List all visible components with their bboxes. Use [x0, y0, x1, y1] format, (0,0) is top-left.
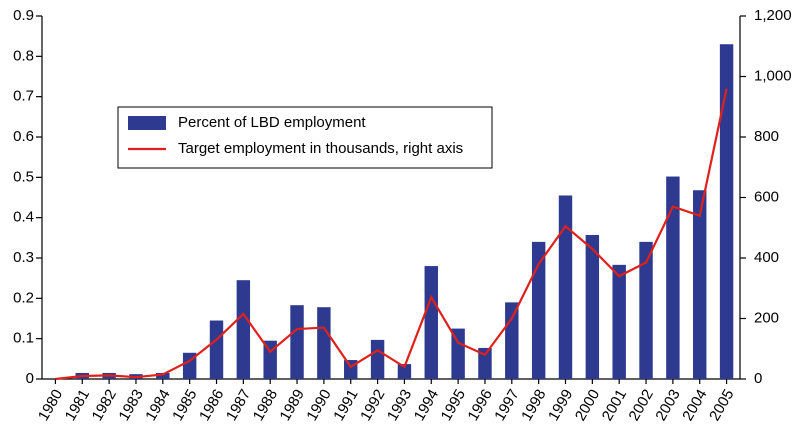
- x-tick-label: 1994: [411, 386, 442, 423]
- x-tick-label: 1989: [277, 386, 308, 423]
- bar: [290, 305, 304, 379]
- y-tick-label: 0.3: [13, 249, 34, 266]
- bar: [317, 307, 331, 379]
- bar: [209, 320, 224, 379]
- x-tick-label: 2004: [679, 386, 710, 423]
- bar: [478, 347, 492, 379]
- y2-tick-label: 400: [754, 249, 779, 266]
- legend-label: Percent of LBD employment: [178, 114, 366, 131]
- x-tick-label: 1981: [62, 386, 93, 423]
- bar: [397, 364, 412, 379]
- x-tick-label: 1992: [357, 386, 388, 423]
- bar: [558, 195, 573, 379]
- bar: [424, 266, 438, 379]
- legend-swatch: [128, 116, 166, 130]
- y-tick-label: 0.9: [13, 7, 34, 24]
- x-tick-label: 1988: [250, 386, 281, 423]
- x-tick-label: 1987: [223, 386, 254, 423]
- bar: [505, 302, 519, 379]
- y2-tick-label: 200: [754, 309, 779, 326]
- x-tick-label: 1984: [142, 386, 173, 423]
- bar: [236, 280, 251, 379]
- legend: [117, 106, 493, 169]
- bar: [531, 241, 546, 379]
- bar: [156, 372, 170, 379]
- y-tick-label: 0.4: [13, 209, 34, 226]
- line: [55, 88, 728, 381]
- bar: [693, 190, 707, 379]
- x-tick-label: 1999: [545, 386, 576, 423]
- bar: [639, 241, 653, 379]
- x-tick-label: 2002: [626, 386, 657, 423]
- bar: [666, 176, 680, 379]
- x-tick-label: 1996: [464, 386, 495, 423]
- x-tick-label: 1995: [438, 386, 469, 423]
- x-tick-label: 2001: [599, 386, 630, 423]
- x-tick-label: 1980: [35, 386, 66, 423]
- x-tick-label: 1986: [196, 386, 227, 423]
- bar: [612, 264, 626, 379]
- y-tick-label: 0.1: [13, 330, 34, 347]
- legend-label: Target employment in thousands, right ax…: [178, 140, 463, 157]
- y-tick-label: 0.7: [13, 88, 34, 105]
- x-tick-label: 1993: [384, 386, 415, 423]
- bar: [585, 235, 600, 379]
- bar: [451, 328, 465, 379]
- x-tick-label: 1982: [89, 386, 120, 423]
- y2-tick-label: 1,000: [754, 67, 792, 84]
- x-tick-label: 2003: [652, 386, 683, 423]
- y2-tick-label: 0: [754, 370, 762, 387]
- y-tick-label: 0.6: [13, 128, 34, 145]
- bar: [370, 339, 385, 379]
- x-tick-label: 1985: [169, 386, 200, 423]
- y-tick-label: 0.5: [13, 168, 34, 185]
- y2-tick-label: 800: [754, 128, 779, 145]
- y-tick-label: 0.2: [13, 289, 34, 306]
- y-tick-label: 0: [26, 370, 34, 387]
- x-tick-label: 1997: [491, 386, 522, 423]
- x-tick-label: 1990: [303, 386, 334, 423]
- y-tick-label: 0.8: [13, 47, 34, 64]
- y2-tick-label: 600: [754, 188, 779, 205]
- y2-tick-label: 1,200: [754, 7, 792, 24]
- x-tick-label: 2005: [706, 386, 737, 423]
- x-tick-label: 1998: [518, 386, 549, 423]
- x-tick-label: 1991: [330, 386, 361, 423]
- bar: [719, 44, 734, 379]
- x-tick-label: 1983: [115, 386, 146, 423]
- x-tick-label: 2000: [572, 386, 603, 423]
